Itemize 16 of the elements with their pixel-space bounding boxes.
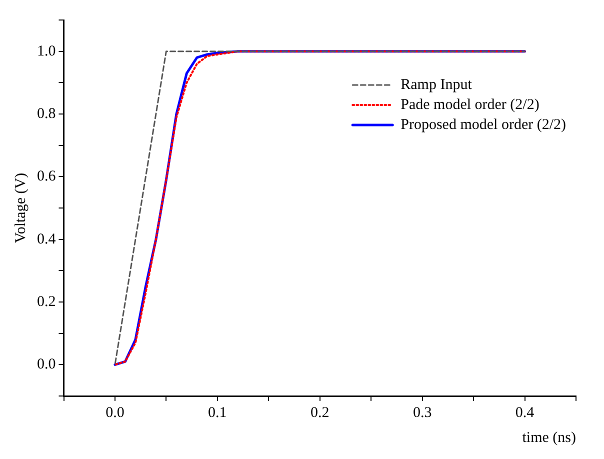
x-tick-label: 0.3: [412, 404, 432, 421]
y-tick-label: 0.2: [37, 294, 56, 310]
y-tick-label: 0.0: [37, 356, 56, 373]
y-tick-label: 0.6: [37, 168, 56, 185]
y-tick-label: 0.8: [37, 106, 56, 122]
legend-label: Ramp Input: [400, 76, 473, 93]
y-tick-label: 0.4: [37, 231, 56, 248]
x-tick-label: 0.4: [515, 404, 535, 421]
y-tick-label: 1.0: [37, 43, 56, 60]
legend-label: Proposed model order (2/2): [400, 116, 566, 133]
y-axis-title: Voltage (V): [12, 172, 29, 244]
x-tick-label: 0.0: [106, 404, 124, 421]
x-tick-label: 0.2: [310, 404, 330, 421]
x-tick-label: 0.1: [208, 404, 227, 421]
x-axis-title: time (ns): [522, 430, 576, 446]
legend-label: Pade model order (2/2): [400, 96, 540, 113]
